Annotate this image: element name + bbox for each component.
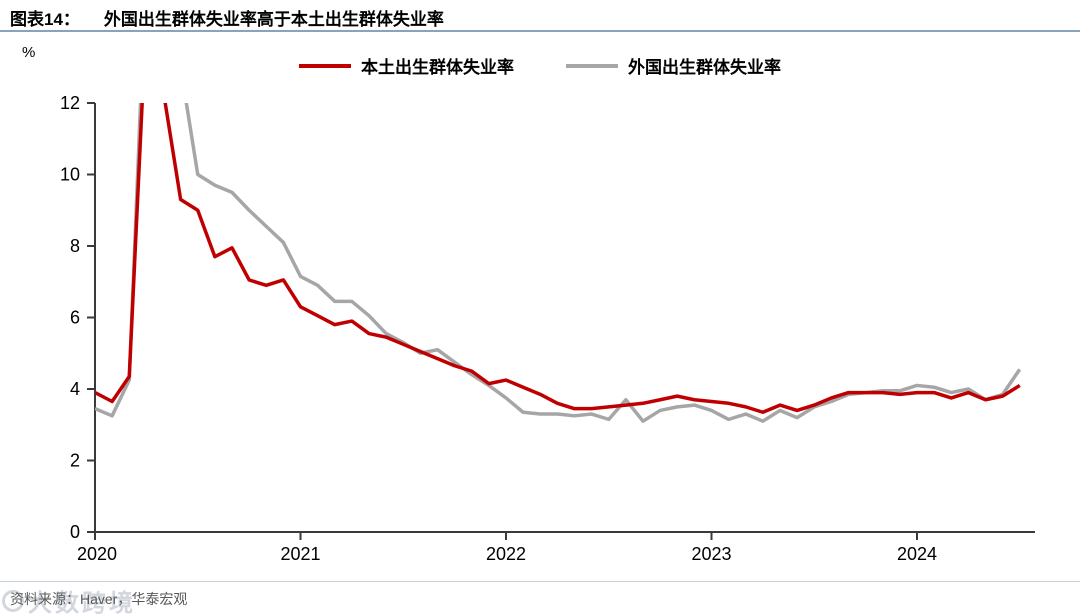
y-tick-label: 2: [70, 451, 80, 471]
y-tick-labels: 0 2 4 6 8 10 12: [60, 93, 80, 542]
y-tick-label: 4: [70, 379, 80, 399]
legend-item-foreign: 外国出生群体失业率: [566, 53, 781, 78]
y-tick-label: 8: [70, 236, 80, 256]
native-line-swatch: [299, 63, 351, 68]
legend-label-native: 本土出生群体失业率: [361, 58, 514, 77]
x-tick-label: 2024: [897, 544, 937, 564]
legend-item-native: 本土出生群体失业率: [299, 53, 514, 78]
y-tick-label: 10: [60, 165, 80, 185]
figure-title: 外国出生群体失业率高于本土出生群体失业率: [103, 10, 444, 29]
legend: 本土出生群体失业率 外国出生群体失业率: [0, 53, 1080, 78]
title-underline: [0, 30, 1080, 32]
x-tick-label: 2020: [77, 544, 117, 564]
y-tick-label: 0: [70, 522, 80, 542]
x-tick-label: 2023: [691, 544, 731, 564]
page-title: 图表14： 外国出生群体失业率高于本土出生群体失业率: [10, 5, 444, 30]
native-born-line: [95, 103, 1021, 414]
foreign-born-line: [95, 103, 1022, 423]
x-tick-label: 2021: [280, 544, 320, 564]
x-tick-labels: 2020 2021 2022 2023 2024: [77, 544, 937, 564]
x-tick-marks: [94, 532, 918, 540]
y-axis-unit-label: %: [22, 44, 36, 61]
source-text: 资料来源：Haver，华泰宏观: [10, 591, 188, 607]
foreign-line-swatch: [566, 63, 618, 68]
legend-label-foreign: 外国出生群体失业率: [628, 58, 781, 77]
y-tick-label: 12: [60, 93, 80, 113]
figure-label: 图表14：: [10, 10, 80, 29]
y-tick-label: 6: [70, 308, 80, 328]
y-tick-marks: [87, 102, 95, 533]
x-tick-label: 2022: [486, 544, 526, 564]
axis-lines: [94, 103, 1035, 533]
footer-divider: [0, 581, 1080, 582]
